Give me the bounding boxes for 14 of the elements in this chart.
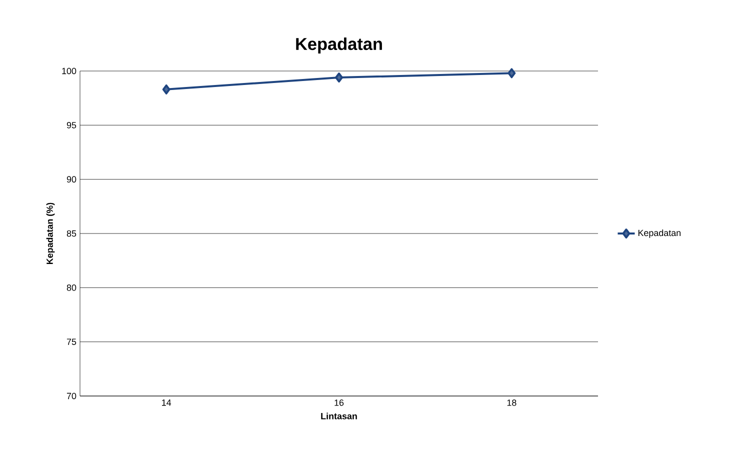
x-tick-label: 18 xyxy=(507,400,516,406)
y-tick-label: 70 xyxy=(66,392,76,400)
y-tick-label: 90 xyxy=(66,176,76,183)
x-tick-label: 16 xyxy=(334,400,344,406)
y-tick-label: 95 xyxy=(66,122,76,128)
y-tick-label: 100 xyxy=(62,68,76,74)
chart-title: Kepadatan xyxy=(296,37,382,54)
y-tick-label: 85 xyxy=(66,230,76,237)
x-axis-title: Lintasan xyxy=(321,412,357,420)
x-tick-label: 14 xyxy=(162,400,172,406)
legend-label: Kepadatan xyxy=(638,230,681,238)
y-tick-label: 75 xyxy=(66,338,76,345)
y-tick-label: 80 xyxy=(66,284,76,291)
y-axis-title: Kepadatan (%) xyxy=(46,202,55,264)
